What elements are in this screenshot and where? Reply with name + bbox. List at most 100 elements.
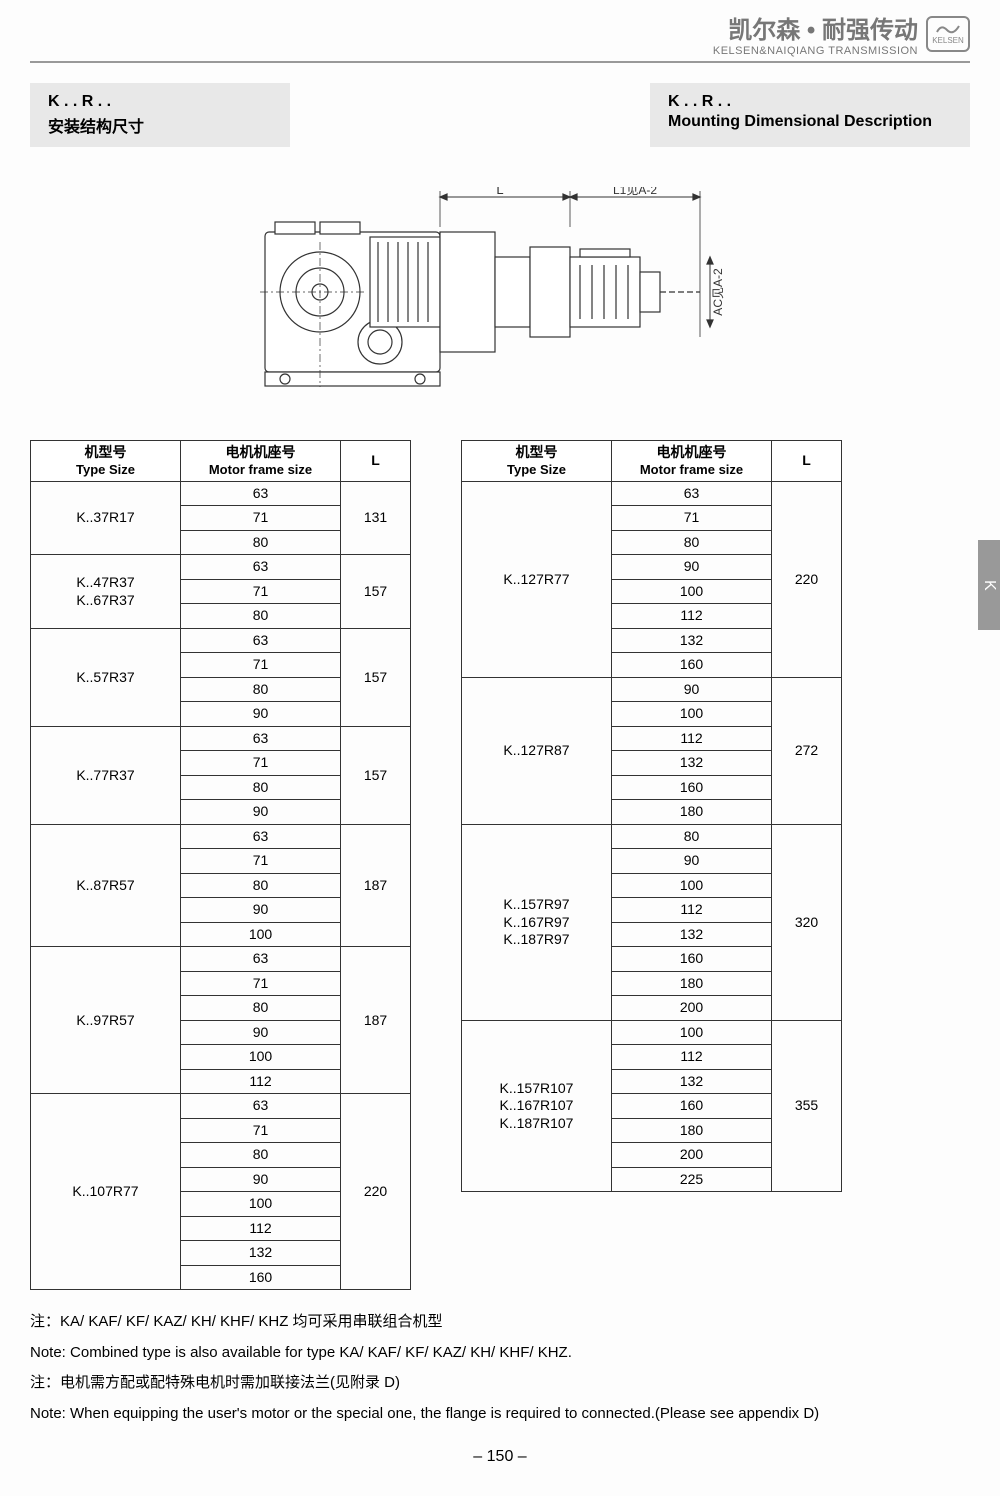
cell-motor: 132	[612, 751, 772, 776]
cell-motor: 100	[612, 579, 772, 604]
table-row: K..57R3763157	[31, 628, 411, 653]
cell-type: K..157R97 K..167R97 K..187R97	[462, 824, 612, 1020]
svg-text:AC见A-2: AC见A-2	[711, 268, 725, 316]
cell-motor: 180	[612, 800, 772, 825]
cell-l: 157	[341, 726, 411, 824]
cell-motor: 90	[612, 555, 772, 580]
cell-motor: 63	[181, 947, 341, 972]
th-l: L	[341, 441, 411, 482]
cell-motor: 132	[181, 1241, 341, 1266]
cell-motor: 71	[181, 506, 341, 531]
cell-motor: 100	[612, 1020, 772, 1045]
svg-text:L1见A-2: L1见A-2	[613, 187, 657, 197]
cell-l: 157	[341, 628, 411, 726]
table-row: K..127R8790272	[462, 677, 842, 702]
brand-en: KELSEN&NAIQIANG TRANSMISSION	[713, 45, 918, 57]
note-1: 注：KA/ KAF/ KF/ KAZ/ KH/ KHF/ KHZ 均可采用串联组…	[30, 1308, 970, 1337]
table-row: K..47R37 K..67R3763157	[31, 555, 411, 580]
cell-motor: 80	[181, 677, 341, 702]
cell-motor: 112	[181, 1216, 341, 1241]
cell-motor: 225	[612, 1167, 772, 1192]
cell-motor: 132	[612, 922, 772, 947]
cell-motor: 90	[612, 677, 772, 702]
cell-type: K..107R77	[31, 1094, 181, 1290]
table-row: K..157R97 K..167R97 K..187R9780320	[462, 824, 842, 849]
cell-motor: 100	[612, 702, 772, 727]
cell-motor: 80	[612, 824, 772, 849]
brand-logo: KELSEN	[926, 16, 970, 52]
page-number: – 150 –	[30, 1448, 970, 1466]
cell-motor: 100	[181, 1045, 341, 1070]
cell-l: 320	[772, 824, 842, 1020]
cell-motor: 112	[612, 604, 772, 629]
cell-motor: 71	[612, 506, 772, 531]
cell-type: K..57R37	[31, 628, 181, 726]
cell-motor: 80	[181, 530, 341, 555]
cell-l: 220	[341, 1094, 411, 1290]
svg-text:L: L	[496, 187, 503, 197]
cell-motor: 63	[181, 555, 341, 580]
cell-motor: 71	[181, 579, 341, 604]
table-row: K..107R7763220	[31, 1094, 411, 1119]
cell-l: 220	[772, 481, 842, 677]
cell-motor: 63	[181, 1094, 341, 1119]
cell-l: 187	[341, 824, 411, 947]
table-row: K..77R3763157	[31, 726, 411, 751]
technical-diagram: L L1见A-2 AC见A-2	[30, 187, 970, 412]
cell-motor: 71	[181, 653, 341, 678]
left-table: 机型号 Type Size 电机机座号 Motor frame size L K…	[30, 440, 411, 1290]
cell-motor: 180	[612, 971, 772, 996]
title-left-line1: K . . R . .	[48, 93, 272, 111]
note-3: 注：电机需方配或配特殊电机时需加联接法兰(见附录 D)	[30, 1369, 970, 1398]
cell-motor: 160	[181, 1265, 341, 1290]
cell-motor: 100	[181, 1192, 341, 1217]
table-row: K..87R5763187	[31, 824, 411, 849]
cell-motor: 180	[612, 1118, 772, 1143]
side-tab: K	[978, 540, 1000, 630]
cell-motor: 112	[612, 726, 772, 751]
cell-motor: 132	[612, 628, 772, 653]
cell-type: K..157R107 K..167R107 K..187R107	[462, 1020, 612, 1192]
cell-motor: 112	[612, 898, 772, 923]
cell-motor: 80	[181, 604, 341, 629]
cell-l: 131	[341, 481, 411, 555]
cell-motor: 80	[181, 775, 341, 800]
cell-type: K..127R87	[462, 677, 612, 824]
cell-motor: 90	[181, 800, 341, 825]
table-row: K..157R107 K..167R107 K..187R107100355	[462, 1020, 842, 1045]
cell-motor: 71	[181, 849, 341, 874]
title-right-line1: K . . R . .	[668, 93, 952, 111]
th-motor: 电机机座号 Motor frame size	[181, 441, 341, 482]
cell-type: K..97R57	[31, 947, 181, 1094]
cell-motor: 160	[612, 1094, 772, 1119]
cell-motor: 112	[181, 1069, 341, 1094]
cell-motor: 100	[612, 873, 772, 898]
cell-l: 157	[341, 555, 411, 629]
cell-motor: 63	[181, 824, 341, 849]
cell-motor: 63	[181, 726, 341, 751]
cell-motor: 90	[612, 849, 772, 874]
th-motor: 电机机座号 Motor frame size	[612, 441, 772, 482]
cell-motor: 160	[612, 775, 772, 800]
cell-motor: 90	[181, 702, 341, 727]
table-row: K..37R1763131	[31, 481, 411, 506]
cell-motor: 160	[612, 947, 772, 972]
cell-motor: 90	[181, 1167, 341, 1192]
brand-header: 凯尔森 • 耐强传动 KELSEN&NAIQIANG TRANSMISSION …	[30, 10, 970, 63]
brand-logo-label: KELSEN	[932, 36, 964, 45]
note-2: Note: Combined type is also available fo…	[30, 1339, 970, 1368]
cell-motor: 200	[612, 1143, 772, 1168]
cell-motor: 132	[612, 1069, 772, 1094]
cell-motor: 80	[181, 996, 341, 1021]
cell-type: K..127R77	[462, 481, 612, 677]
cell-motor: 100	[181, 922, 341, 947]
right-table: 机型号 Type Size 电机机座号 Motor frame size L K…	[461, 440, 842, 1192]
cell-l: 187	[341, 947, 411, 1094]
cell-motor: 200	[612, 996, 772, 1021]
cell-l: 272	[772, 677, 842, 824]
cell-motor: 90	[181, 1020, 341, 1045]
cell-motor: 80	[181, 873, 341, 898]
cell-motor: 80	[181, 1143, 341, 1168]
title-box-right: K . . R . . Mounting Dimensional Descrip…	[650, 83, 970, 147]
table-row: K..127R7763220	[462, 481, 842, 506]
